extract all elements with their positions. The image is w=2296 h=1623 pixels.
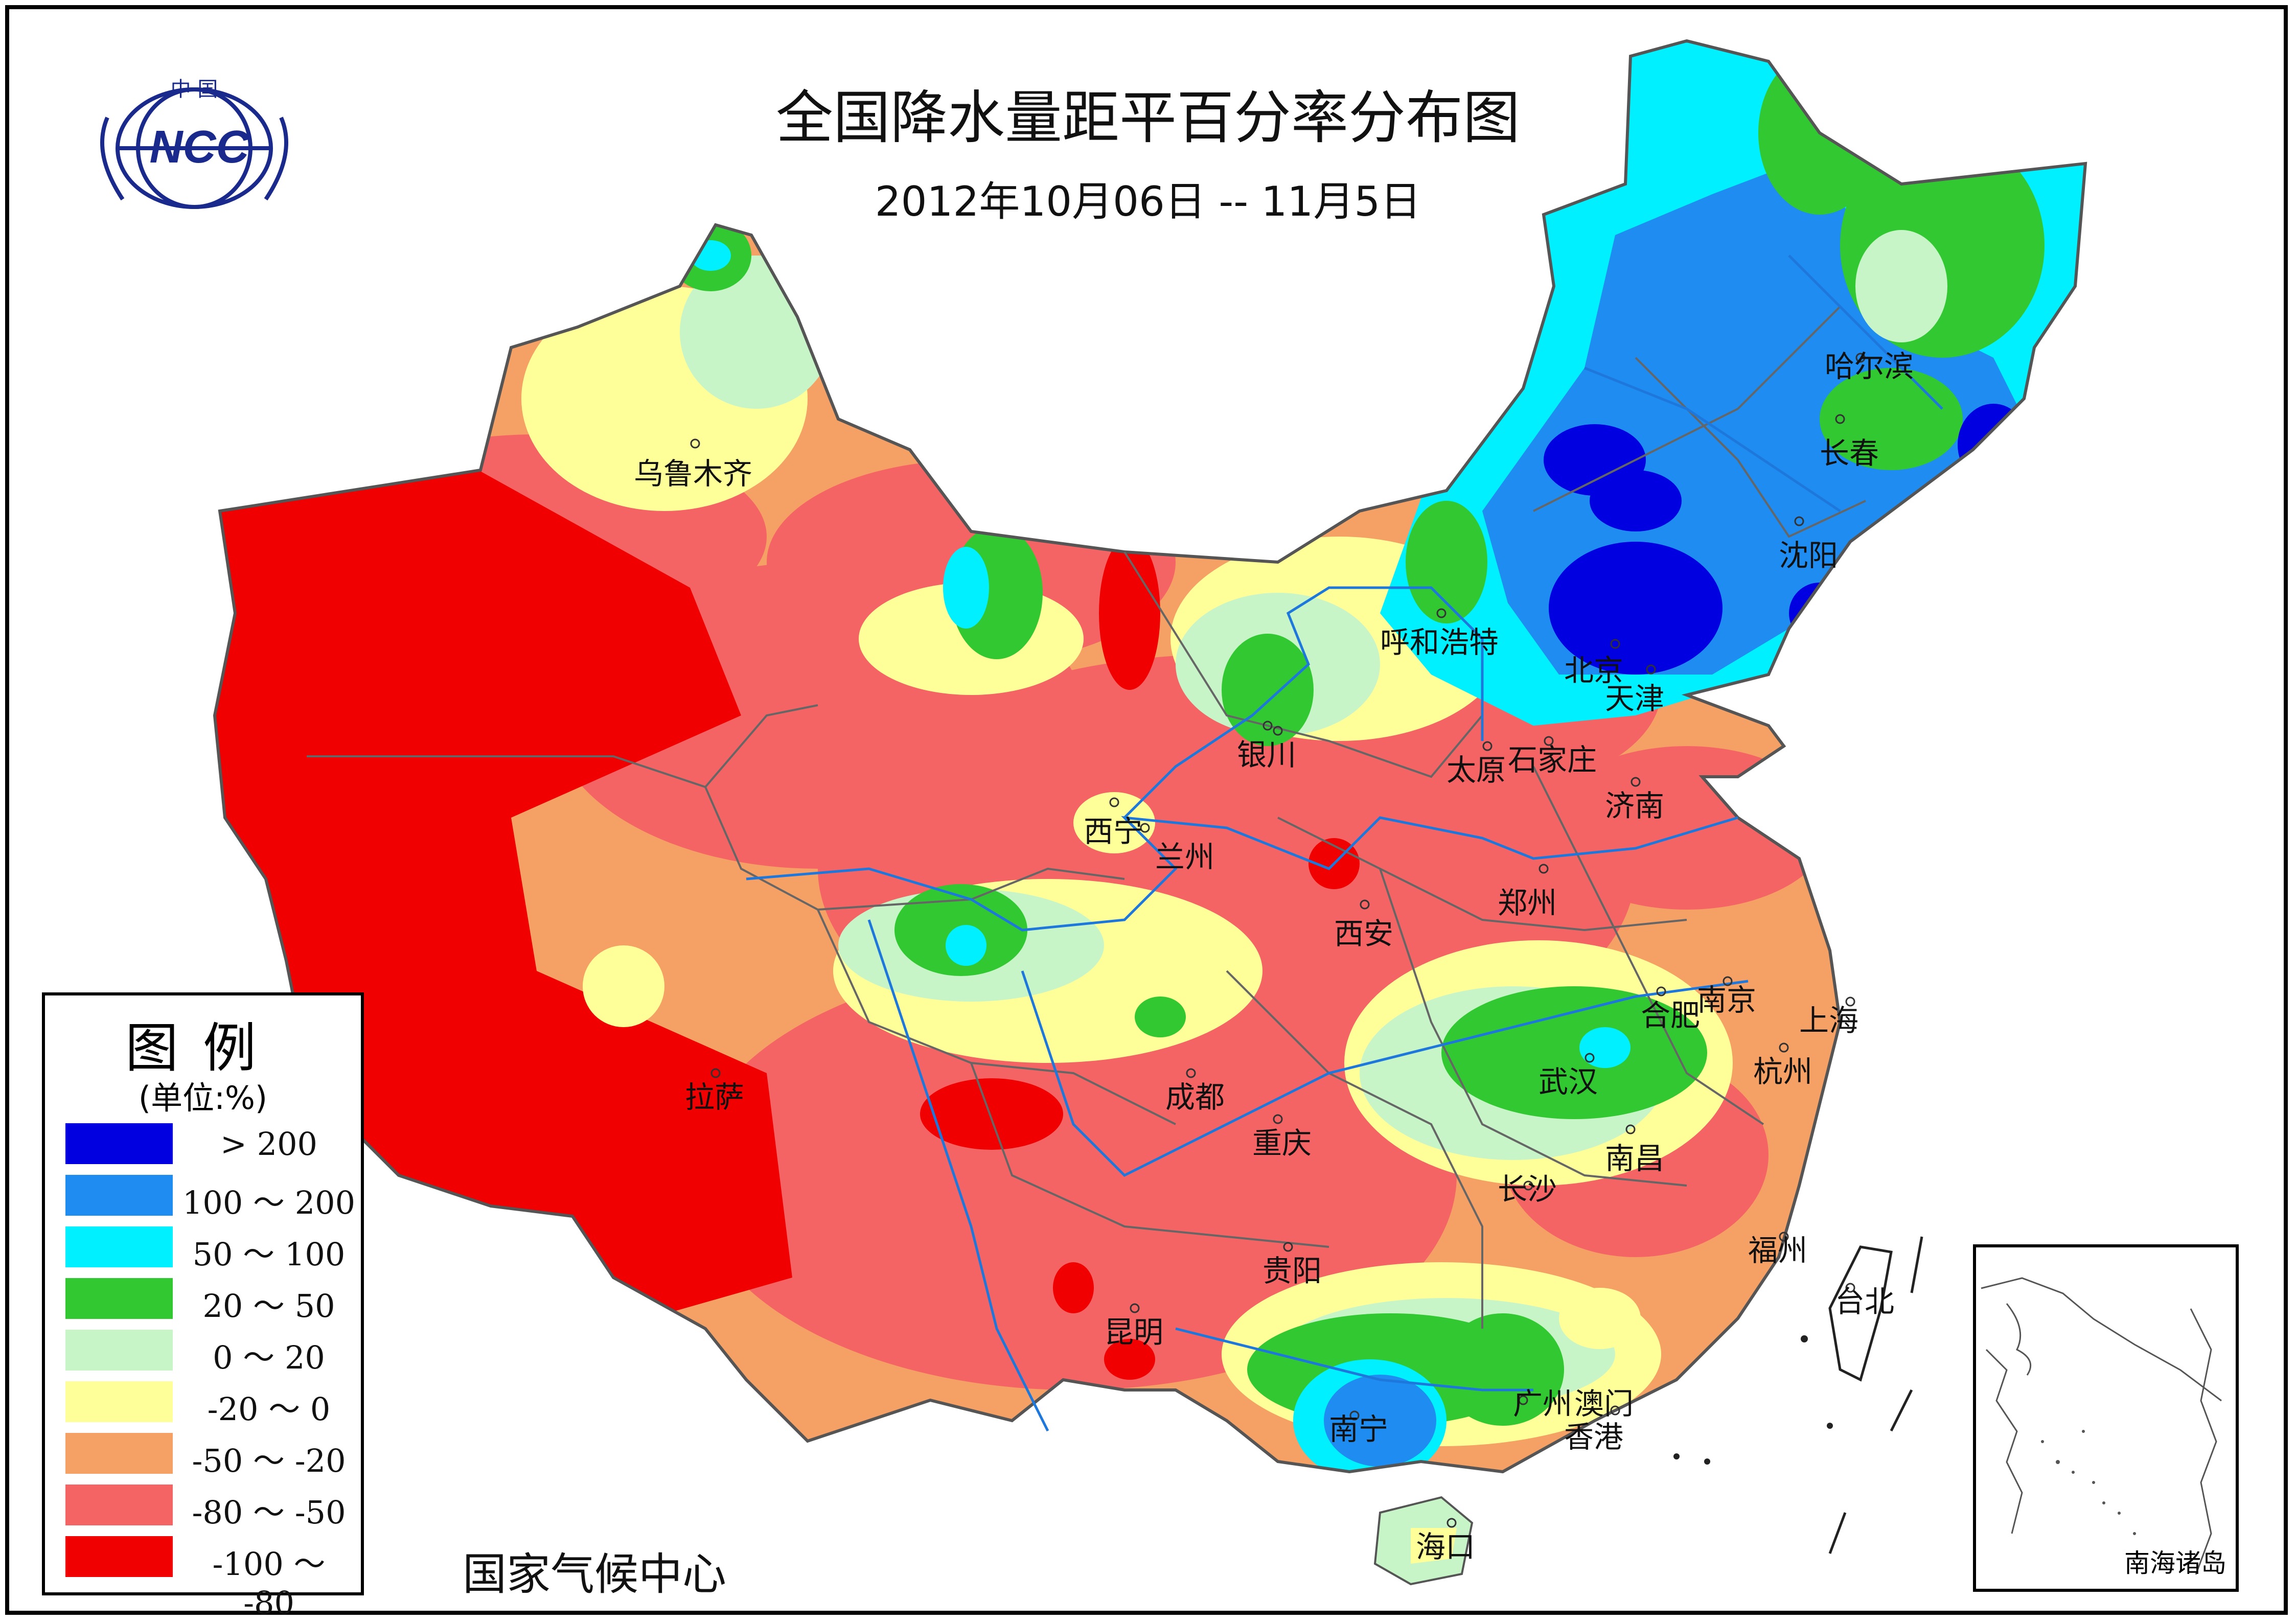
legend-item: -80 ～ -50 bbox=[54, 1485, 361, 1531]
city-label-changchun: 长春 bbox=[1820, 436, 1879, 471]
legend-item: -50 ～ -20 bbox=[54, 1433, 361, 1479]
legend-range-label: 100 ～ 200 bbox=[182, 1184, 356, 1221]
logo-top-text: 中 国 bbox=[171, 78, 218, 101]
inset-map bbox=[1981, 1277, 2222, 1575]
legend-swatch bbox=[65, 1330, 173, 1371]
city-label-haerbin: 哈尔滨 bbox=[1825, 349, 1914, 384]
legend-range-label: 20 ～ 50 bbox=[202, 1287, 335, 1325]
credit-text: 国家气候中心 bbox=[463, 1549, 726, 1600]
city-label-lasa: 拉萨 bbox=[685, 1080, 745, 1115]
legend-swatch bbox=[65, 1175, 173, 1216]
legend-unit: (单位:%) bbox=[138, 1079, 268, 1117]
map-legend: 图例 (单位:%) > 200 100 ～ 200 50 ～ 100 20 ～ 50 0… bbox=[42, 992, 364, 1621]
legend-range-label: -100 ～ -80 bbox=[212, 1545, 326, 1621]
city-label-shanghai: 上海 bbox=[1799, 1003, 1859, 1038]
city-label-huhehaote: 呼和浩特 bbox=[1380, 625, 1499, 660]
ncc-logo: 中 国 NCC bbox=[100, 78, 288, 209]
legend-item: 100 ～ 200 bbox=[54, 1175, 361, 1221]
legend-swatch bbox=[65, 1278, 173, 1319]
city-label-xian: 西安 bbox=[1334, 916, 1394, 951]
city-label-taiyuan: 太原 bbox=[1447, 753, 1506, 787]
city-label-nanchang: 南昌 bbox=[1605, 1141, 1665, 1176]
city-label-lanzhou: 兰州 bbox=[1155, 840, 1215, 874]
city-label-kunming: 昆明 bbox=[1104, 1315, 1164, 1350]
city-label-beijing: 北京 bbox=[1564, 653, 1624, 688]
legend-item: -20 ～ 0 bbox=[54, 1381, 361, 1428]
city-label-wuhan: 武汉 bbox=[1539, 1064, 1598, 1099]
legend-swatch bbox=[65, 1381, 173, 1422]
city-label-fuzhou: 福州 bbox=[1748, 1233, 1808, 1268]
city-label-jinan: 济南 bbox=[1605, 789, 1665, 823]
legend-item: 20 ～ 50 bbox=[54, 1278, 361, 1325]
legend-range-label: 0 ～ 20 bbox=[213, 1339, 325, 1376]
city-label-nanning: 南宁 bbox=[1329, 1412, 1389, 1447]
inset-label: 南海诸岛 bbox=[2124, 1548, 2226, 1578]
legend-range-label: > 200 bbox=[220, 1125, 317, 1163]
south-china-sea-inset: 南海诸岛 bbox=[1973, 1244, 2239, 1592]
legend-swatch bbox=[65, 1485, 173, 1525]
legend-item: -100 ～ -80 bbox=[54, 1536, 361, 1621]
city-label-zhengzhou: 郑州 bbox=[1498, 886, 1557, 920]
legend-item: > 200 bbox=[54, 1123, 361, 1164]
legend-range-label: -20 ～ 0 bbox=[207, 1390, 331, 1428]
city-label-haikou: 海口 bbox=[1416, 1529, 1476, 1564]
city-label-wulumuqi: 乌鲁木齐 bbox=[634, 456, 753, 491]
map-date-range: 2012年10月06日 -- 11月5日 bbox=[875, 178, 1421, 225]
city-label-chongqing: 重庆 bbox=[1252, 1126, 1312, 1161]
city-label-hefei: 合肥 bbox=[1641, 998, 1701, 1033]
legend-swatch bbox=[65, 1226, 173, 1267]
legend-swatch bbox=[65, 1433, 173, 1474]
city-label-xining: 西宁 bbox=[1084, 814, 1143, 849]
city-label-changsha: 长沙 bbox=[1498, 1172, 1557, 1207]
city-label-guiyang: 贵阳 bbox=[1262, 1254, 1322, 1288]
legend-range-label: 50 ～ 100 bbox=[192, 1236, 346, 1273]
legend-item: 0 ～ 20 bbox=[54, 1330, 361, 1376]
city-label-xianggang: 香港 bbox=[1564, 1420, 1624, 1454]
legend-swatch bbox=[65, 1123, 173, 1164]
city-label-chengdu: 成都 bbox=[1165, 1080, 1225, 1115]
legend-title: 图例 bbox=[125, 1017, 281, 1079]
city-label-taibei: 台北 bbox=[1835, 1284, 1895, 1319]
legend-range-label: -50 ～ -20 bbox=[192, 1442, 346, 1479]
legend-item: 50 ～ 100 bbox=[54, 1226, 361, 1273]
map-title: 全国降水量距平百分率分布图 bbox=[776, 85, 1520, 151]
city-label-nanjing: 南京 bbox=[1697, 983, 1757, 1017]
city-label-hangzhou: 杭州 bbox=[1753, 1054, 1813, 1089]
city-label-guangzhou: 广州 bbox=[1513, 1386, 1573, 1421]
city-label-aomen: 澳门 bbox=[1574, 1386, 1634, 1421]
logo-text: NCC bbox=[150, 122, 250, 173]
city-label-yinchuan: 银川 bbox=[1237, 737, 1297, 772]
city-label-shijiazhuang: 石家庄 bbox=[1508, 743, 1597, 777]
legend-swatch bbox=[65, 1536, 173, 1577]
map-frame bbox=[5, 5, 2288, 1615]
legend-range-label: -80 ～ -50 bbox=[192, 1494, 346, 1531]
city-label-tianjin: 天津 bbox=[1605, 681, 1665, 716]
city-label-shenyang: 沈阳 bbox=[1779, 538, 1839, 573]
